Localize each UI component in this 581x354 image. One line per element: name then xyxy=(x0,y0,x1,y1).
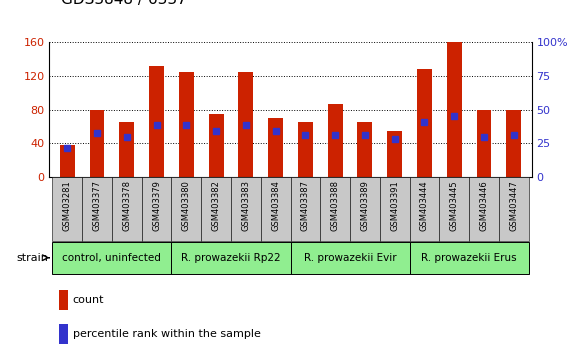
Text: strain: strain xyxy=(17,253,49,263)
Bar xyxy=(447,42,462,177)
Text: GSM403444: GSM403444 xyxy=(420,180,429,231)
Text: GDS3848 / 6337: GDS3848 / 6337 xyxy=(61,0,187,7)
Bar xyxy=(89,110,105,177)
Bar xyxy=(238,72,253,177)
Text: GSM403377: GSM403377 xyxy=(92,180,102,231)
Bar xyxy=(142,177,171,241)
Bar xyxy=(59,324,68,344)
Text: R. prowazekii Rp22: R. prowazekii Rp22 xyxy=(181,253,281,263)
Bar xyxy=(82,177,112,241)
Text: GSM403378: GSM403378 xyxy=(122,180,131,231)
Bar xyxy=(290,177,320,241)
Bar xyxy=(298,122,313,177)
Bar xyxy=(506,110,521,177)
Bar xyxy=(417,69,432,177)
Text: GSM403446: GSM403446 xyxy=(479,180,489,231)
Bar xyxy=(268,118,283,177)
Text: R. prowazekii Erus: R. prowazekii Erus xyxy=(421,253,517,263)
Text: GSM403389: GSM403389 xyxy=(360,180,370,231)
Text: GSM403387: GSM403387 xyxy=(301,180,310,231)
Bar xyxy=(52,242,171,274)
Bar xyxy=(499,177,529,241)
Bar xyxy=(328,104,343,177)
Bar xyxy=(350,177,380,241)
Text: R. prowazekii Evir: R. prowazekii Evir xyxy=(304,253,396,263)
Bar xyxy=(410,242,529,274)
Bar xyxy=(119,122,134,177)
Text: GSM403383: GSM403383 xyxy=(241,180,250,231)
Bar xyxy=(231,177,261,241)
Text: GSM403281: GSM403281 xyxy=(63,180,71,231)
Text: GSM403447: GSM403447 xyxy=(510,180,518,231)
Bar xyxy=(410,177,439,241)
Bar xyxy=(261,177,290,241)
Bar xyxy=(388,131,402,177)
Bar xyxy=(112,177,142,241)
Bar xyxy=(60,145,75,177)
Bar xyxy=(290,242,410,274)
Text: GSM403384: GSM403384 xyxy=(271,180,280,231)
Text: GSM403380: GSM403380 xyxy=(182,180,191,231)
Bar xyxy=(201,177,231,241)
Text: GSM403445: GSM403445 xyxy=(450,180,459,231)
Text: control, uninfected: control, uninfected xyxy=(63,253,162,263)
Bar xyxy=(209,114,224,177)
Text: GSM403379: GSM403379 xyxy=(152,180,161,231)
Text: GSM403391: GSM403391 xyxy=(390,180,399,231)
Bar xyxy=(380,177,410,241)
Text: count: count xyxy=(73,295,104,305)
Text: GSM403382: GSM403382 xyxy=(211,180,221,231)
Text: percentile rank within the sample: percentile rank within the sample xyxy=(73,329,260,339)
Bar xyxy=(357,122,372,177)
Bar xyxy=(171,242,290,274)
Bar xyxy=(52,177,82,241)
Text: GSM403388: GSM403388 xyxy=(331,180,340,231)
Bar xyxy=(439,177,469,241)
Bar xyxy=(179,72,193,177)
Bar xyxy=(149,66,164,177)
Bar xyxy=(59,290,68,310)
Bar xyxy=(320,177,350,241)
Bar xyxy=(476,110,492,177)
Bar xyxy=(171,177,201,241)
Bar xyxy=(469,177,499,241)
